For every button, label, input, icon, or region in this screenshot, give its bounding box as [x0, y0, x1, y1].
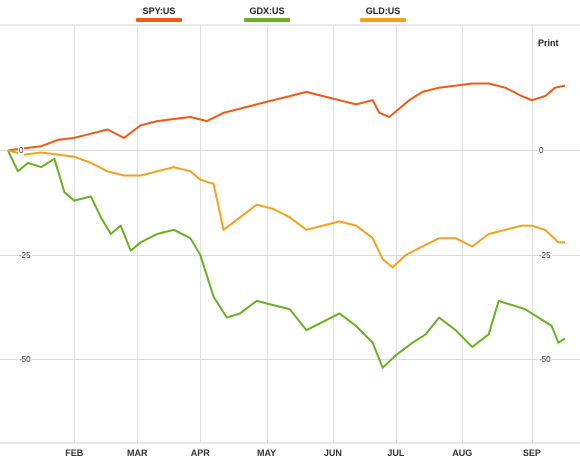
y-tick-right: -50 — [538, 354, 552, 364]
x-tick-label: JUL — [387, 448, 405, 458]
x-tick-label: APR — [190, 448, 210, 458]
vertical-gridlines — [74, 25, 533, 443]
y-tick-right: 0 — [538, 145, 545, 155]
series-lines — [7, 82, 566, 369]
y-tick-left: -50 — [18, 354, 32, 364]
print-link[interactable]: Print — [538, 38, 559, 48]
horizontal-gridlines — [0, 150, 580, 360]
y-tick-left: 0 — [18, 145, 25, 155]
x-tick-label: FEB — [65, 448, 84, 458]
x-tick-label: MAY — [257, 448, 277, 458]
series-line-gld-us — [7, 149, 565, 269]
series-line-spy-us — [7, 82, 566, 152]
x-tick-label: AUG — [452, 448, 473, 458]
y-tick-left: -25 — [18, 250, 32, 260]
legend-label-spy[interactable]: SPY:US — [142, 6, 176, 16]
x-tick-label: MAR — [127, 448, 148, 458]
series-line-gdx-us — [7, 149, 566, 369]
legend-swatch-gdx — [244, 18, 290, 22]
legend-swatch-spy — [136, 18, 182, 22]
legend-swatch-gld — [360, 18, 406, 22]
x-tick-label: JUN — [323, 448, 342, 458]
legend-label-gld[interactable]: GLD:US — [365, 6, 401, 16]
x-tick-label: SEP — [522, 448, 541, 458]
y-tick-right: -25 — [538, 250, 552, 260]
legend-label-gdx[interactable]: GDX:US — [249, 6, 285, 16]
